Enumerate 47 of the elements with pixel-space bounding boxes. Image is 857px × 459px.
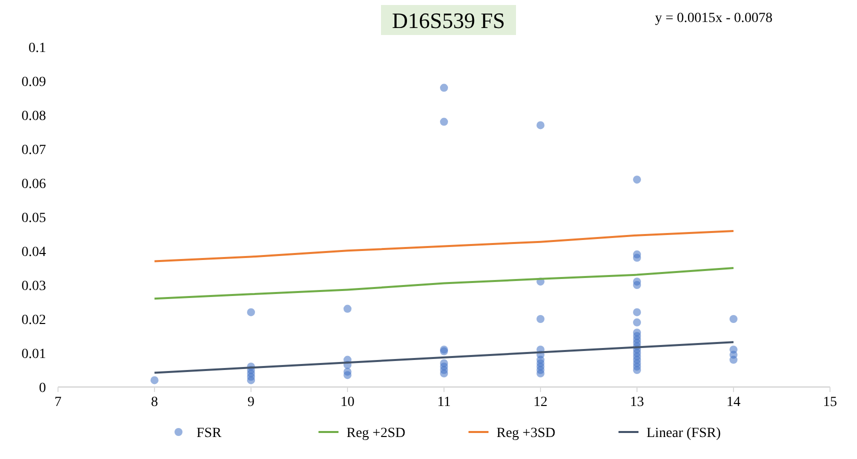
text: y = 0.0015x - 0.0078	[655, 11, 773, 26]
point	[633, 254, 641, 262]
y-tick-label: 0.06	[22, 177, 46, 192]
y-tick-label: 0	[39, 381, 46, 396]
point	[536, 369, 544, 378]
point	[440, 84, 448, 92]
y-tick-label: 0.03	[22, 279, 46, 294]
point	[247, 376, 255, 384]
y-tick-label: 0.05	[22, 211, 46, 226]
y-tick-label: 0.04	[22, 245, 46, 260]
x-tick-label: 14	[726, 395, 740, 410]
point	[150, 376, 158, 384]
x-tick-label: 7	[54, 395, 62, 410]
point	[730, 356, 738, 364]
y-tick-label: 0.02	[22, 313, 46, 328]
point	[440, 118, 448, 126]
legend-label: FSR	[196, 426, 222, 441]
x-tick-label: 10	[340, 395, 354, 410]
y-tick-label: 0.08	[22, 109, 46, 124]
y-tick-label: 0.09	[22, 75, 46, 90]
legend-label: Linear (FSR)	[646, 426, 722, 441]
point	[633, 281, 641, 289]
y-tick-label: 0.07	[22, 143, 46, 158]
x-tick-label: 12	[534, 395, 548, 410]
line-series	[154, 230, 734, 262]
legend-label: Reg +3SD	[496, 426, 556, 441]
x-tick-label: 11	[437, 395, 451, 410]
point	[633, 176, 641, 184]
point	[344, 304, 352, 313]
point	[247, 308, 255, 316]
point	[633, 308, 641, 316]
chart-title: D16S539 FS	[392, 8, 506, 33]
y-tick-label: 0.01	[22, 347, 46, 362]
point	[633, 318, 641, 326]
point	[536, 315, 544, 323]
point	[440, 369, 448, 378]
x-tick-label: 8	[151, 395, 158, 410]
y-tick-label: 0.1	[28, 41, 46, 56]
point	[730, 315, 738, 323]
point	[633, 366, 641, 374]
x-tick-label: 15	[823, 395, 837, 410]
line-series	[154, 267, 734, 300]
point	[536, 121, 544, 130]
x-tick-label: 13	[630, 395, 644, 410]
legend-label: Reg +2SD	[346, 426, 406, 441]
point	[344, 371, 352, 380]
x-tick-label: 9	[248, 395, 254, 410]
